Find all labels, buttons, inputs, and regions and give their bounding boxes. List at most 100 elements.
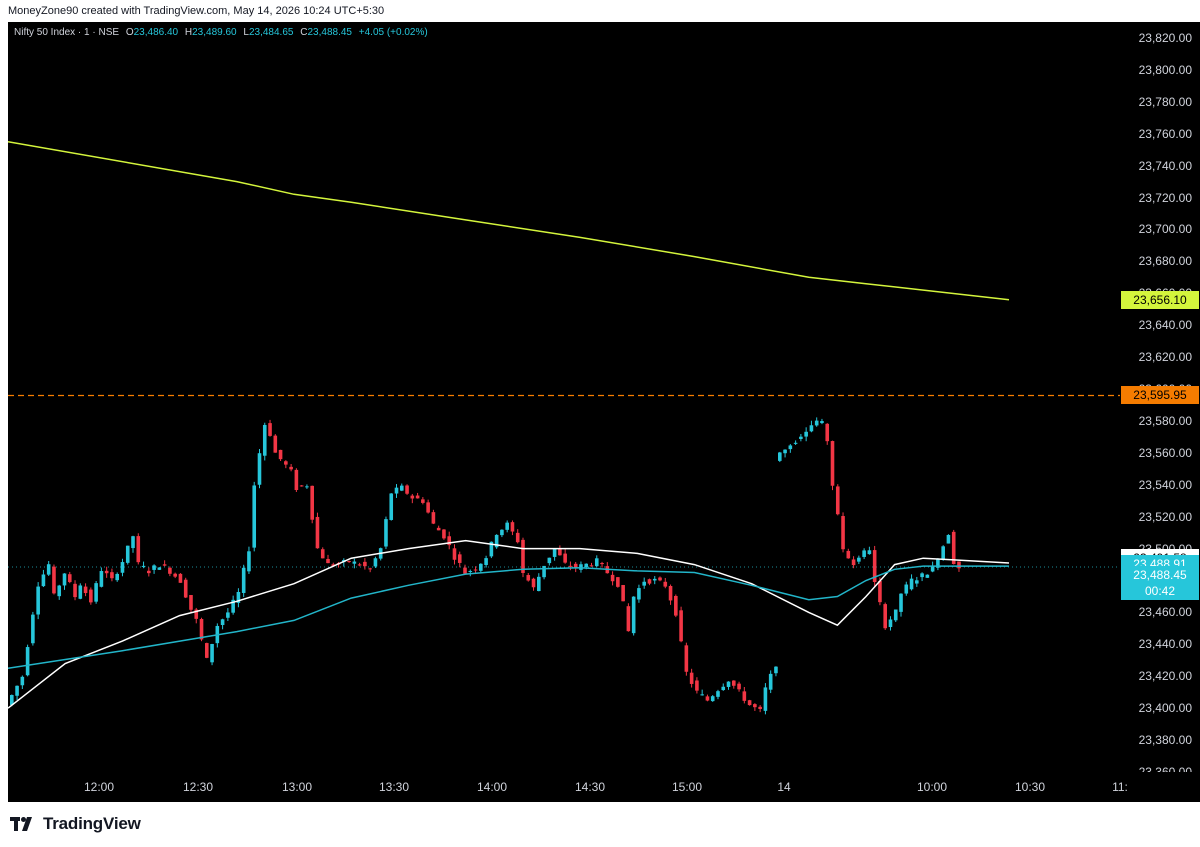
candle-body bbox=[141, 565, 146, 567]
candle-body bbox=[104, 570, 109, 574]
candle-body bbox=[768, 673, 773, 690]
candle-body bbox=[925, 574, 930, 578]
candle-body bbox=[52, 566, 56, 594]
candle-body bbox=[946, 534, 951, 544]
candle-body bbox=[647, 579, 652, 584]
change-value: +4.05 (+0.02%) bbox=[358, 27, 428, 38]
candle-body bbox=[78, 585, 83, 599]
candle-body bbox=[310, 485, 314, 520]
candle-body bbox=[742, 691, 747, 701]
candle-body bbox=[804, 431, 808, 437]
candle-body bbox=[484, 558, 488, 565]
candle-body bbox=[204, 643, 209, 658]
candle-body bbox=[589, 565, 594, 567]
candle-body bbox=[94, 583, 98, 602]
candle-body bbox=[851, 559, 856, 566]
candle-body bbox=[915, 580, 919, 584]
time-axis-tick: 14 bbox=[777, 780, 791, 794]
symbol-legend: Nifty 50 Index · 1 · NSE O23,486.40 H23,… bbox=[14, 27, 428, 38]
candle-body bbox=[700, 694, 704, 696]
candle-body bbox=[62, 573, 67, 586]
candle-body bbox=[347, 561, 351, 563]
white-moving-average-line bbox=[8, 539, 1010, 709]
time-axis-tick: 10:00 bbox=[916, 780, 948, 794]
candle-body bbox=[373, 558, 378, 567]
symbol-title: Nifty 50 Index · 1 · NSE bbox=[14, 27, 120, 38]
candle-body bbox=[426, 502, 430, 513]
price-axis-tick: 23,580.00 bbox=[1138, 413, 1192, 428]
candle-body bbox=[36, 586, 40, 615]
candle-body bbox=[320, 549, 325, 559]
time-axis-tick: 12:00 bbox=[83, 780, 115, 794]
candle-body bbox=[872, 550, 877, 583]
price-axis-tick: 23,620.00 bbox=[1138, 350, 1192, 365]
candle-body bbox=[31, 614, 35, 644]
candle-body bbox=[278, 449, 283, 460]
candle-body bbox=[899, 593, 903, 612]
candle-body bbox=[663, 581, 668, 587]
candle-body bbox=[394, 487, 399, 494]
candle-body bbox=[421, 499, 425, 503]
candle-body bbox=[684, 645, 689, 672]
low-value: 23,484.65 bbox=[248, 27, 294, 38]
price-axis-tick: 23,700.00 bbox=[1138, 222, 1192, 237]
candle-body bbox=[99, 571, 104, 587]
chart-pane[interactable]: Nifty 50 Index · 1 · NSE O23,486.40 H23,… bbox=[8, 22, 1120, 772]
candle-body bbox=[867, 550, 872, 555]
candle-body bbox=[705, 696, 710, 701]
chart-credit: MoneyZone90 created with TradingView.com… bbox=[8, 5, 385, 17]
price-chart[interactable] bbox=[8, 22, 1120, 772]
candle-body bbox=[763, 687, 768, 711]
candle-body bbox=[626, 606, 631, 632]
candle-body bbox=[494, 534, 499, 548]
candle-body bbox=[774, 666, 778, 674]
price-axis-tick: 23,460.00 bbox=[1138, 605, 1192, 620]
candle-body bbox=[157, 567, 162, 570]
candle-body bbox=[957, 561, 961, 569]
open-value: 23,486.40 bbox=[133, 27, 179, 38]
candle-body bbox=[410, 495, 415, 499]
candle-body bbox=[920, 573, 924, 578]
candle-body bbox=[621, 585, 625, 602]
candle-body bbox=[46, 564, 51, 575]
candle-body bbox=[120, 562, 125, 573]
candle-body bbox=[452, 548, 457, 560]
yellow-ma-price-label: 23,656.10 bbox=[1121, 290, 1199, 309]
candle-body bbox=[468, 570, 473, 572]
time-axis-tick: 13:30 bbox=[378, 780, 410, 794]
time-axis[interactable]: 12:00 12:30 13:00 13:30 14:00 14:30 15:00 14 10:… bbox=[8, 772, 1200, 802]
candle-body bbox=[642, 581, 646, 586]
last-price-label: 23,488.45 bbox=[1121, 566, 1199, 585]
candle-body bbox=[888, 619, 893, 628]
candle-body bbox=[600, 563, 604, 565]
tradingview-logo[interactable]: TradingView bbox=[10, 813, 141, 835]
candle-body bbox=[793, 442, 798, 444]
candle-body bbox=[758, 706, 762, 709]
candle-body bbox=[315, 516, 320, 549]
candle-body bbox=[415, 495, 420, 499]
candle-body bbox=[236, 591, 241, 603]
candle-body bbox=[820, 421, 824, 424]
time-axis-tick: 10:30 bbox=[1014, 780, 1046, 794]
price-axis-tick: 23,740.00 bbox=[1138, 158, 1192, 173]
candle-body bbox=[695, 680, 699, 691]
candle-body bbox=[199, 619, 204, 640]
candle-body bbox=[41, 574, 46, 587]
candle-body bbox=[788, 445, 793, 450]
candle-body bbox=[15, 685, 19, 696]
candle-body bbox=[862, 550, 866, 557]
candle-body bbox=[247, 551, 251, 572]
time-axis-tick: 14:00 bbox=[476, 780, 508, 794]
high-value: 23,489.60 bbox=[192, 27, 237, 38]
candle-body bbox=[473, 569, 478, 571]
candle-body bbox=[883, 604, 887, 629]
candle-body bbox=[67, 574, 72, 583]
candle-body bbox=[447, 536, 452, 546]
candle-body bbox=[368, 568, 372, 570]
price-axis-tick: 23,820.00 bbox=[1138, 30, 1192, 45]
candle-body bbox=[552, 548, 557, 557]
candle-body bbox=[857, 557, 861, 562]
price-axis-tick: 23,420.00 bbox=[1138, 669, 1192, 684]
price-axis[interactable]: 23,360.0023,380.0023,400.0023,420.0023,4… bbox=[1120, 22, 1200, 779]
candle-body bbox=[936, 559, 940, 568]
